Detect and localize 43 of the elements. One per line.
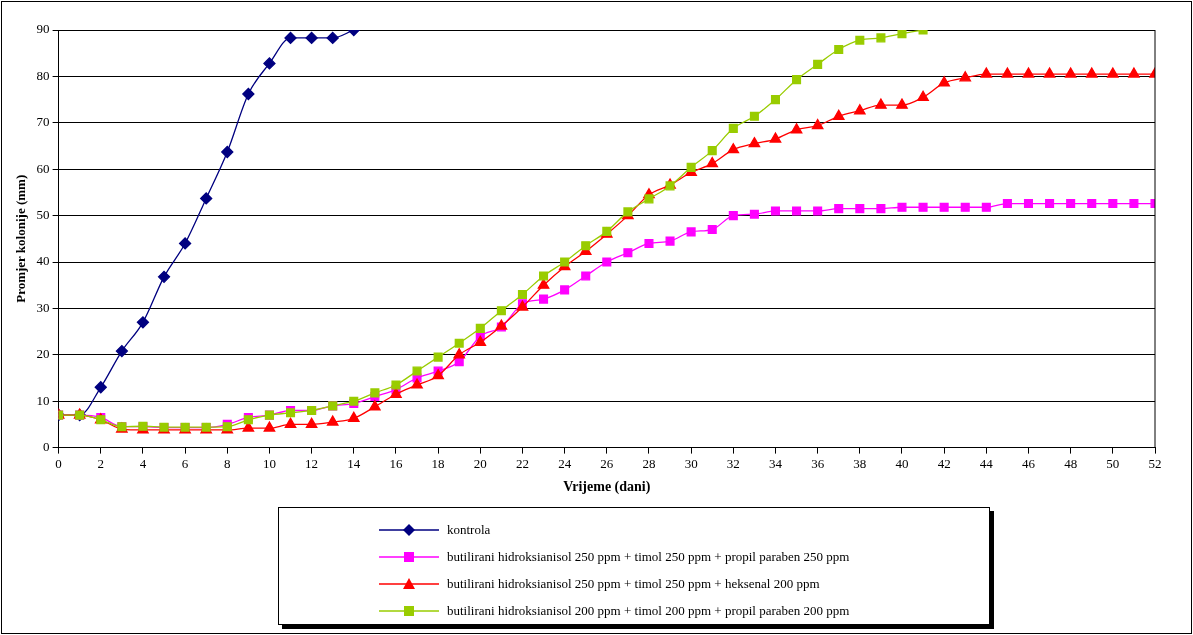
x-tick-label: 28 [642, 455, 656, 471]
x-tick-label: 2 [97, 455, 105, 471]
x-tick-label: 6 [181, 455, 189, 471]
x-tick-label: 46 [1021, 455, 1036, 471]
y-tick-label: 0 [43, 439, 50, 455]
y-tick-label: 90 [36, 21, 50, 37]
x-tick-label: 10 [262, 455, 276, 471]
x-tick-label: 36 [811, 455, 825, 471]
y-tick-label: 40 [36, 253, 50, 269]
x-tick-label: 8 [224, 455, 231, 471]
y-axis-title: Promjer kolonije (mm) [13, 174, 29, 303]
y-tick-label: 80 [36, 67, 50, 83]
y-tick-label: 60 [36, 160, 50, 176]
x-tick-label: 16 [389, 455, 403, 471]
x-tick-label: 20 [473, 455, 487, 471]
x-tick-label: 14 [347, 455, 361, 471]
x-tick-label: 52 [1148, 455, 1162, 471]
x-axis-title: Vrijeme (dani) [563, 479, 651, 496]
x-tick-label: 32 [726, 455, 740, 471]
x-tick-label: 26 [600, 455, 614, 471]
y-tick-label: 50 [36, 207, 50, 223]
y-tick-label: 10 [36, 392, 50, 408]
y-tick-label: 70 [36, 114, 50, 130]
y-tick-label: 20 [36, 346, 50, 362]
x-tick-label: 12 [305, 455, 319, 471]
legend-label: butilirani hidroksianisol 250 ppm + timol 250 ppm + heksenal 200 ppm [447, 575, 820, 592]
x-tick-label: 18 [431, 455, 445, 471]
x-tick-label: 34 [768, 455, 783, 471]
x-tick-label: 4 [139, 455, 147, 471]
x-tick-label: 24 [558, 455, 572, 471]
y-tick-label: 30 [36, 299, 50, 315]
legend-label: kontrola [447, 521, 491, 538]
legend-label: butilirani hidroksianisol 200 ppm + timol 200 ppm + propil paraben 200 ppm [447, 602, 850, 619]
legend-label: butilirani hidroksianisol 250 ppm + timol 250 ppm + propil paraben 250 ppm [447, 548, 850, 565]
x-tick-label: 42 [937, 455, 951, 471]
x-tick-label: 0 [55, 455, 62, 471]
x-tick-label: 40 [895, 455, 909, 471]
x-tick-label: 48 [1064, 455, 1078, 471]
x-tick-label: 30 [684, 455, 698, 471]
x-tick-label: 38 [853, 455, 867, 471]
x-tick-label: 44 [979, 455, 994, 471]
x-tick-label: 22 [515, 455, 529, 471]
x-tick-label: 50 [1106, 455, 1120, 471]
